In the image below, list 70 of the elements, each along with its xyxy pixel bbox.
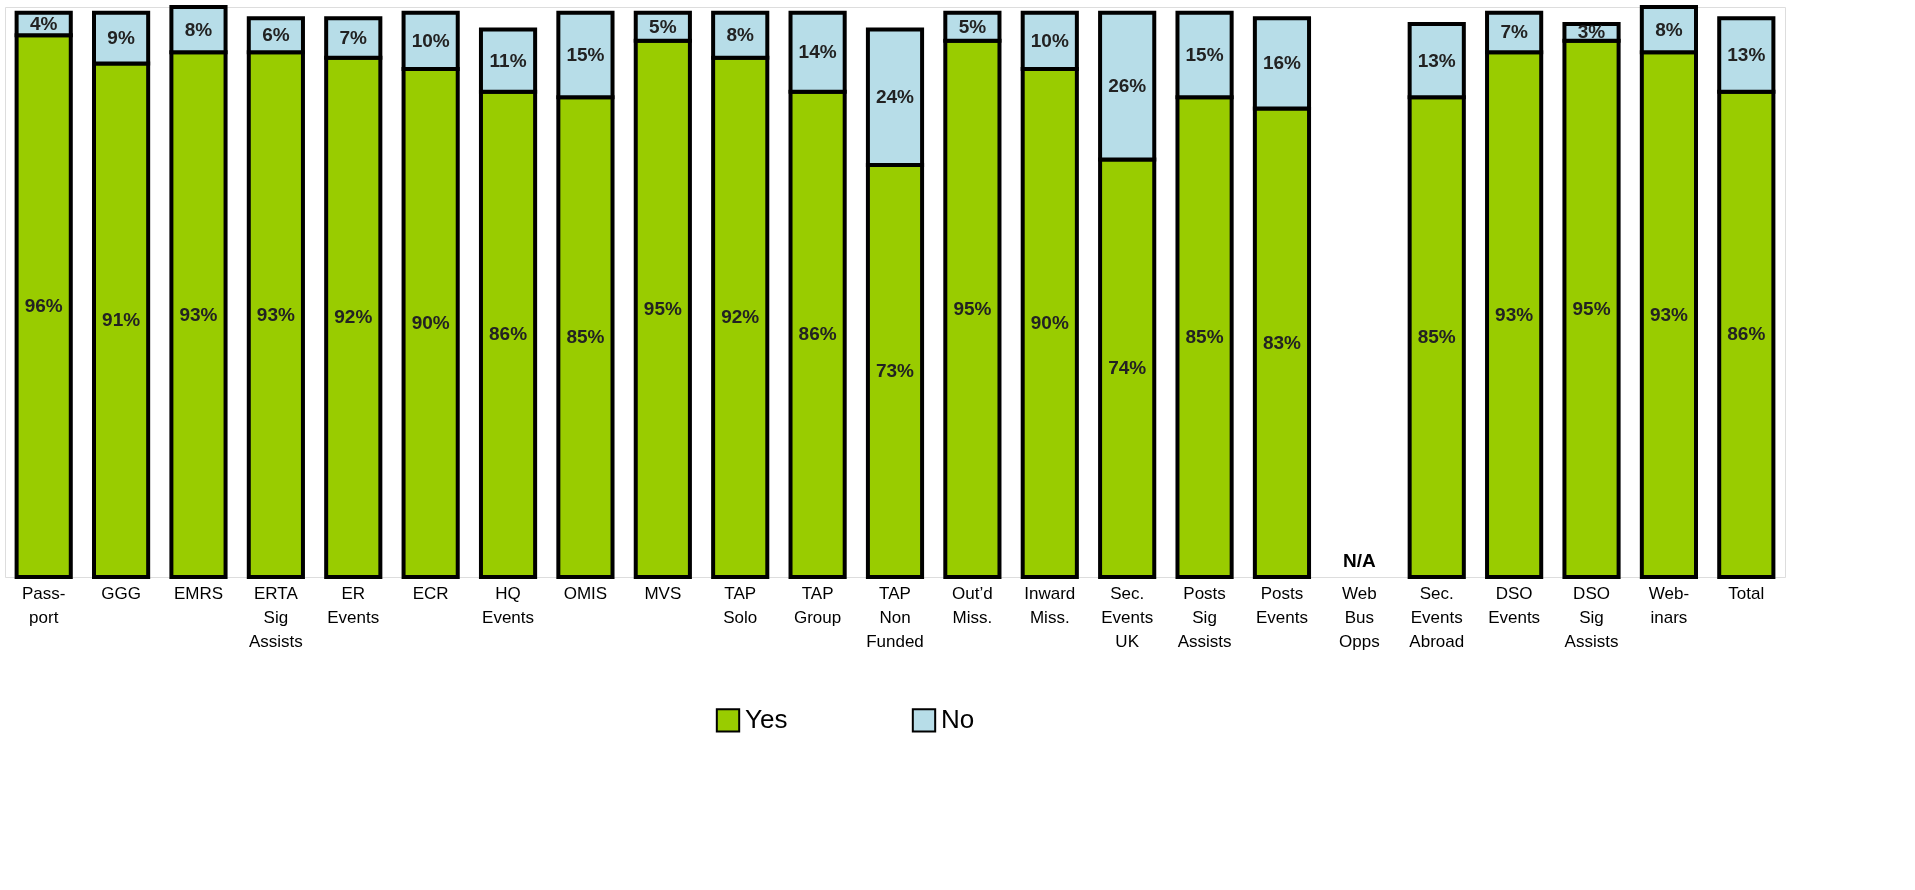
data-label: 5% [958,15,987,37]
x-tick-label: ER Events [327,583,380,627]
data-label: 93% [1495,303,1534,325]
x-tick-label: TAP Non Funded [866,583,924,651]
x-tick-label: DSO Sig Assists [1564,583,1619,651]
data-label: 93% [256,303,295,325]
data-label: 7% [1500,21,1528,43]
data-label: 93% [1649,303,1689,325]
x-tick-label: EMRS [173,583,224,603]
x-tick-label: ERTA Sig Assists [248,583,303,651]
data-label: 4% [29,12,58,34]
data-label: 73% [875,360,915,382]
x-tick-label: HQ Events [482,583,535,627]
x-tick-label: GGG [101,583,141,603]
data-label: 26% [1108,75,1147,97]
data-label: 93% [179,303,218,325]
data-label: 95% [1572,297,1611,319]
data-label: 8% [1655,18,1683,40]
data-label: 8% [184,18,213,40]
x-tick-label: MVS [644,583,682,603]
x-tick-label: Web- inars [1648,583,1690,627]
x-tick-label: Sec. Events Abroad [1409,583,1465,651]
data-label: 85% [1417,326,1456,348]
data-label: 86% [1727,323,1766,345]
x-tick-label: DSO Events [1488,583,1541,627]
data-label: 11% [489,49,527,71]
data-label: 86% [489,323,528,345]
x-tick-label: TAP Group [793,583,842,627]
data-label: 85% [566,326,605,348]
data-label: 15% [1185,43,1224,65]
data-label: 91% [102,309,141,331]
data-label: 6% [262,24,290,46]
data-label: 95% [643,297,682,319]
x-tick-label: Posts Sig Assists [1177,583,1232,651]
x-tick-label: OMIS [563,583,608,603]
data-label: 90% [411,312,450,334]
data-label: 74% [1108,357,1147,379]
data-label: 95% [953,297,992,319]
data-label: 5% [649,15,677,37]
data-label: 15% [566,43,605,65]
data-label: 3% [1577,21,1606,43]
x-tick-label: Web Bus Opps [1339,583,1380,651]
x-tick-label: TAP Solo [723,583,758,627]
x-tick-label: Out’d Miss. [952,583,993,627]
data-label: 14% [798,41,837,63]
x-tick-label: Inward Miss. [1024,583,1076,627]
data-label: 24% [875,86,915,108]
data-label: 7% [339,27,368,49]
legend-label: Yes [745,704,788,735]
data-label: 86% [798,323,837,345]
data-label: 16% [1262,52,1302,74]
legend-label: No [941,704,975,735]
data-label: 83% [1262,331,1302,353]
data-label: 13% [1417,49,1456,71]
x-tick-label: Sec. Events UK [1101,583,1154,651]
x-tick-label: Pass- port [21,583,66,627]
data-label: 9% [107,27,135,49]
x-tick-label: Posts Events [1255,583,1308,627]
data-label: 92% [721,306,760,328]
annotation: N/A [1342,550,1376,571]
data-label: 90% [1030,312,1069,334]
x-tick-label: ECR [412,583,449,603]
data-label: 85% [1185,326,1224,348]
data-label: 10% [1030,29,1069,51]
data-label: 96% [24,295,63,317]
data-label: 92% [334,306,373,328]
data-label: 8% [726,24,755,46]
data-label: 10% [411,29,450,51]
data-label: 13% [1727,43,1766,65]
x-tick-label: Total [1728,583,1765,603]
